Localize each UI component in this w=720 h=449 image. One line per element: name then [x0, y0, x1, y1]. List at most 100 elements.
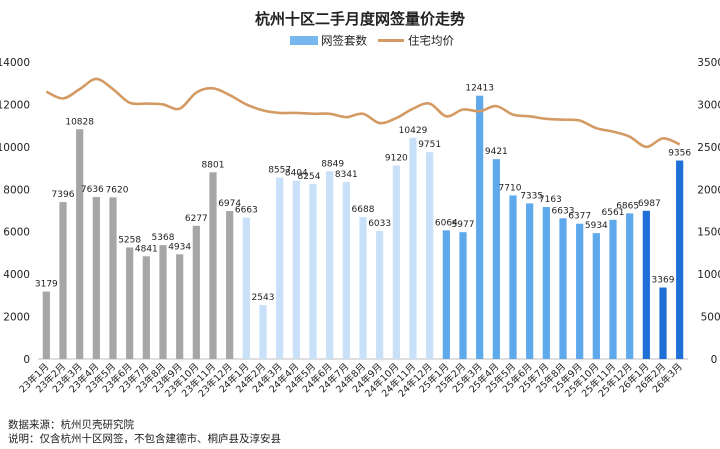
bar-data-label: 12413: [465, 84, 494, 94]
y-left-tick-label: 14000: [0, 57, 30, 69]
bar: [476, 95, 484, 360]
bar: [659, 287, 667, 359]
bar: [459, 232, 467, 359]
y-right-tick-label: 10000: [697, 269, 720, 281]
bar: [509, 195, 517, 359]
y-right-tick-label: 25000: [697, 142, 720, 154]
bar: [609, 219, 617, 359]
bar: [259, 305, 267, 359]
bar: [76, 129, 84, 359]
legend-line-label: 住宅均价: [408, 34, 454, 48]
bar: [159, 245, 167, 359]
bar-data-label: 6277: [185, 214, 208, 224]
bar: [492, 159, 500, 359]
bar-data-label: 10429: [399, 126, 428, 136]
bar: [42, 291, 50, 359]
axes: 0 2000 4000 6000 8000 10000 12000 14000 0 5000 100…: [0, 57, 720, 366]
y-left-tick-label: 0: [23, 354, 30, 366]
bar-data-label: 5934: [585, 221, 608, 231]
bar: [626, 213, 634, 359]
bar-data-label: 6688: [352, 205, 375, 215]
bar-data-label: 9421: [485, 147, 508, 157]
bar-data-label: 6561: [602, 208, 625, 218]
bar: [592, 233, 600, 359]
bar-data-label: 8254: [298, 172, 321, 182]
y-left-tick-label: 4000: [3, 269, 30, 281]
bar: [59, 202, 67, 359]
bar-data-label: 3179: [35, 280, 58, 290]
bar-data-label: 6377: [568, 212, 591, 222]
bar-data-label: 7710: [499, 183, 522, 193]
bar-data-label: 8849: [321, 159, 344, 169]
bar: [92, 197, 100, 359]
bar-data-label: 6633: [552, 206, 575, 216]
bar: [426, 152, 434, 359]
bar-data-label: 7620: [106, 185, 129, 195]
y-left-tick-label: 12000: [0, 99, 30, 111]
bar: [242, 217, 250, 359]
bar: [359, 217, 367, 359]
y-right-tick-label: 15000: [697, 227, 720, 239]
bar: [192, 225, 200, 359]
y-right-tick-label: 30000: [697, 99, 720, 111]
y-left-tick-label: 10000: [0, 142, 30, 154]
bar: [109, 197, 117, 359]
y-right-tick-label: 20000: [697, 184, 720, 196]
y-right-tick-label: 35000: [697, 57, 720, 69]
bar-data-label: 8801: [202, 160, 225, 170]
bar-data-label: 5977: [452, 220, 475, 230]
bar-data-label: 5258: [118, 235, 141, 245]
y-left-tick-label: 8000: [3, 184, 30, 196]
bar-data-label: 6064: [435, 218, 458, 228]
bar: [292, 180, 300, 359]
bar-data-label: 7163: [539, 195, 562, 205]
bar-data-label: 7335: [520, 191, 543, 201]
bar: [126, 247, 134, 359]
bar-data-label: 7396: [52, 190, 75, 200]
bar-data-label: 6865: [616, 201, 639, 211]
bar-data-label: 6974: [218, 199, 241, 209]
bar-data-label: 9751: [418, 140, 441, 150]
bar: [392, 165, 400, 359]
legend-bar-label: 网签套数: [321, 34, 367, 48]
y-left-tick-label: 2000: [3, 312, 30, 324]
bar: [326, 171, 334, 359]
y-right-tick-label: 0: [711, 354, 718, 366]
bar-data-label: 3369: [652, 276, 675, 286]
bar: [309, 183, 317, 359]
bar: [576, 223, 584, 359]
bar: [176, 254, 184, 359]
bar: [542, 207, 550, 359]
bar-data-label: 10828: [65, 117, 94, 127]
bar-data-label: 9356: [668, 149, 691, 159]
bar-data-label: 4841: [135, 244, 158, 254]
bar-data-label: 8557: [268, 165, 291, 175]
bar: [342, 182, 350, 359]
bar: [209, 172, 217, 359]
bar-data-label: 6033: [368, 219, 391, 229]
bar: [376, 231, 384, 359]
bar-data-label: 2543: [252, 293, 275, 303]
bar-data-label: 6663: [235, 206, 258, 216]
bar: [442, 230, 450, 359]
y-right-tick-label: 5000: [701, 312, 720, 324]
price-line-path: [45, 77, 681, 149]
bar: [642, 210, 650, 359]
bar-data-label: 5368: [152, 233, 175, 243]
bar-data-label: 7636: [81, 185, 104, 195]
bar: [276, 177, 284, 359]
bar-data-label: 9120: [385, 154, 408, 164]
legend-bar-swatch: [290, 36, 318, 45]
legend: 网签套数 住宅均价: [290, 34, 454, 48]
source-note: 数据来源：杭州贝壳研究院: [8, 419, 134, 431]
bar-data-label: 8404: [285, 169, 308, 179]
bar-data-label: 4934: [168, 242, 191, 252]
bar: [142, 256, 150, 359]
price-line: [45, 77, 681, 149]
x-axis-labels: 23年1月23年2月23年3月23年4月23年5月23年6月23年7月23年8月…: [17, 361, 685, 400]
bars: [42, 95, 684, 360]
bar: [526, 203, 534, 359]
bar-data-label: 6987: [638, 199, 661, 209]
bar: [409, 137, 417, 359]
